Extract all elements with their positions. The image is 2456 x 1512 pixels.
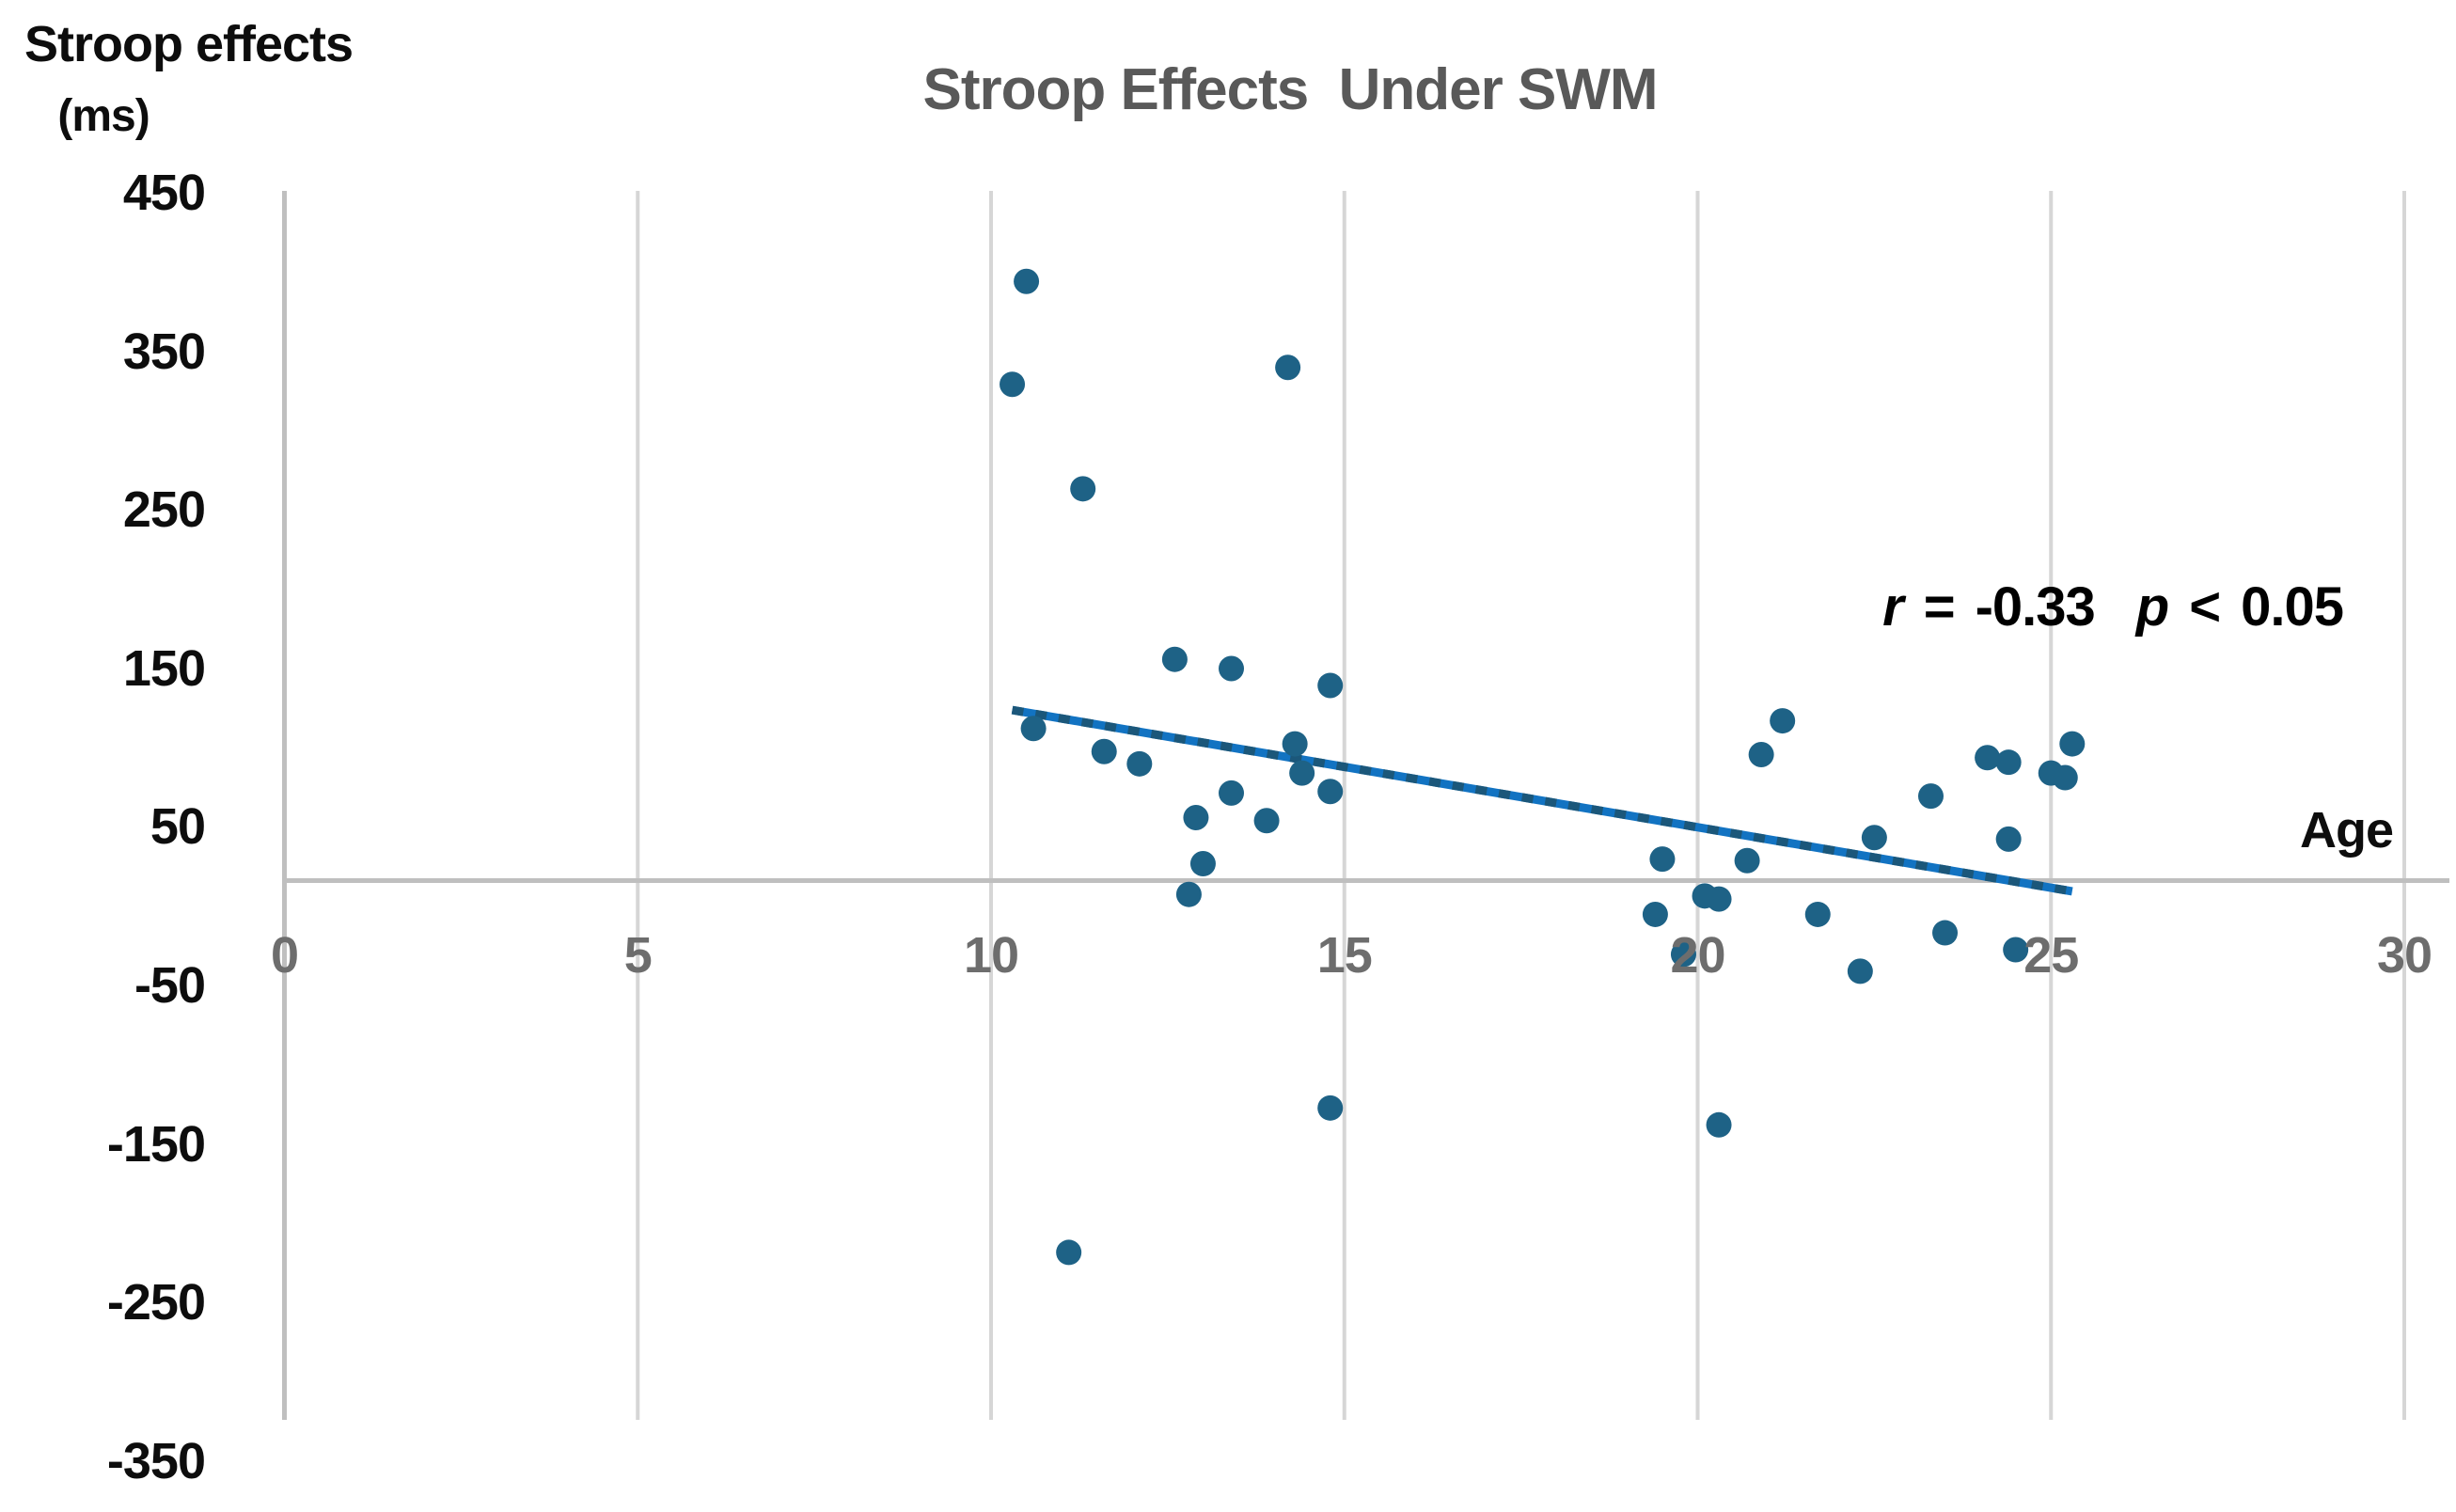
data-point bbox=[1670, 941, 1696, 968]
y-tick-label: 150 bbox=[122, 639, 206, 697]
data-point bbox=[1748, 742, 1774, 768]
less-than-sign: < bbox=[2189, 576, 2221, 638]
data-point bbox=[1161, 646, 1188, 672]
x-axis-label: Age bbox=[2299, 802, 2394, 858]
data-point bbox=[1317, 1095, 1344, 1121]
data-point bbox=[1649, 846, 1676, 873]
data-point bbox=[1770, 708, 1796, 734]
data-point bbox=[1275, 354, 1301, 381]
x-tick-label: 30 bbox=[2376, 927, 2432, 984]
data-point bbox=[1317, 779, 1344, 805]
x-tick-label: 15 bbox=[1316, 927, 1373, 984]
data-point bbox=[1995, 749, 2022, 776]
data-point bbox=[1917, 783, 1944, 810]
x-tick-label: 20 bbox=[1670, 927, 1725, 984]
data-point bbox=[1932, 920, 1959, 946]
y-tick-label: 350 bbox=[122, 323, 206, 380]
data-point bbox=[1183, 805, 1209, 831]
equals-sign: = bbox=[1923, 576, 1956, 638]
data-point bbox=[1861, 825, 1887, 851]
x-tick-label: 10 bbox=[963, 927, 1019, 984]
data-point bbox=[1995, 826, 2022, 852]
data-point bbox=[2059, 731, 2086, 757]
y-tick-label: -150 bbox=[106, 1115, 206, 1173]
y-tick-label: 250 bbox=[122, 481, 206, 539]
data-point bbox=[1219, 655, 1245, 682]
trendline-dashes bbox=[1011, 705, 2073, 896]
data-point bbox=[1253, 808, 1280, 834]
p-variable: p bbox=[2135, 576, 2169, 638]
data-point bbox=[1975, 745, 2001, 771]
data-point bbox=[1091, 738, 1117, 764]
data-point bbox=[1189, 851, 1216, 877]
data-point bbox=[1847, 958, 1873, 984]
data-point bbox=[1175, 881, 1202, 907]
x-tick-label: 0 bbox=[270, 927, 299, 984]
data-point bbox=[1000, 371, 1026, 398]
data-point bbox=[1317, 672, 1344, 699]
y-axis-title: Stroop effects bbox=[24, 16, 354, 72]
y-tick-label: -50 bbox=[134, 957, 206, 1014]
p-value: 0.05 bbox=[2241, 576, 2344, 638]
y-tick-label: -350 bbox=[106, 1432, 206, 1489]
data-point bbox=[1219, 780, 1245, 806]
data-point bbox=[1056, 1239, 1082, 1266]
data-point bbox=[1642, 901, 1668, 927]
y-tick-label: 450 bbox=[122, 165, 206, 221]
data-point bbox=[2003, 937, 2029, 963]
r-variable: r bbox=[1882, 576, 1904, 638]
data-point bbox=[1706, 886, 1732, 912]
data-point bbox=[1126, 750, 1153, 777]
data-point bbox=[1804, 901, 1831, 927]
x-tick-label: 25 bbox=[2023, 927, 2079, 984]
chart-title: Stroop Effects Under SWM bbox=[922, 57, 1658, 122]
data-point bbox=[1020, 716, 1047, 742]
y-axis-unit-label: (ms) bbox=[57, 91, 150, 141]
y-tick-label: 50 bbox=[150, 798, 206, 856]
data-point bbox=[1289, 760, 1315, 786]
data-point bbox=[1706, 1111, 1732, 1138]
data-point bbox=[1070, 476, 1096, 502]
y-tick-label: -250 bbox=[106, 1274, 206, 1331]
x-tick-label: 5 bbox=[623, 927, 653, 984]
correlation-annotation: r = -0.33 p <0.05 bbox=[1882, 575, 2344, 638]
data-point bbox=[1014, 268, 1040, 294]
data-point bbox=[1734, 847, 1760, 874]
r-value: -0.33 bbox=[1975, 576, 2096, 638]
data-point bbox=[2052, 764, 2078, 791]
data-point bbox=[1282, 731, 1308, 757]
